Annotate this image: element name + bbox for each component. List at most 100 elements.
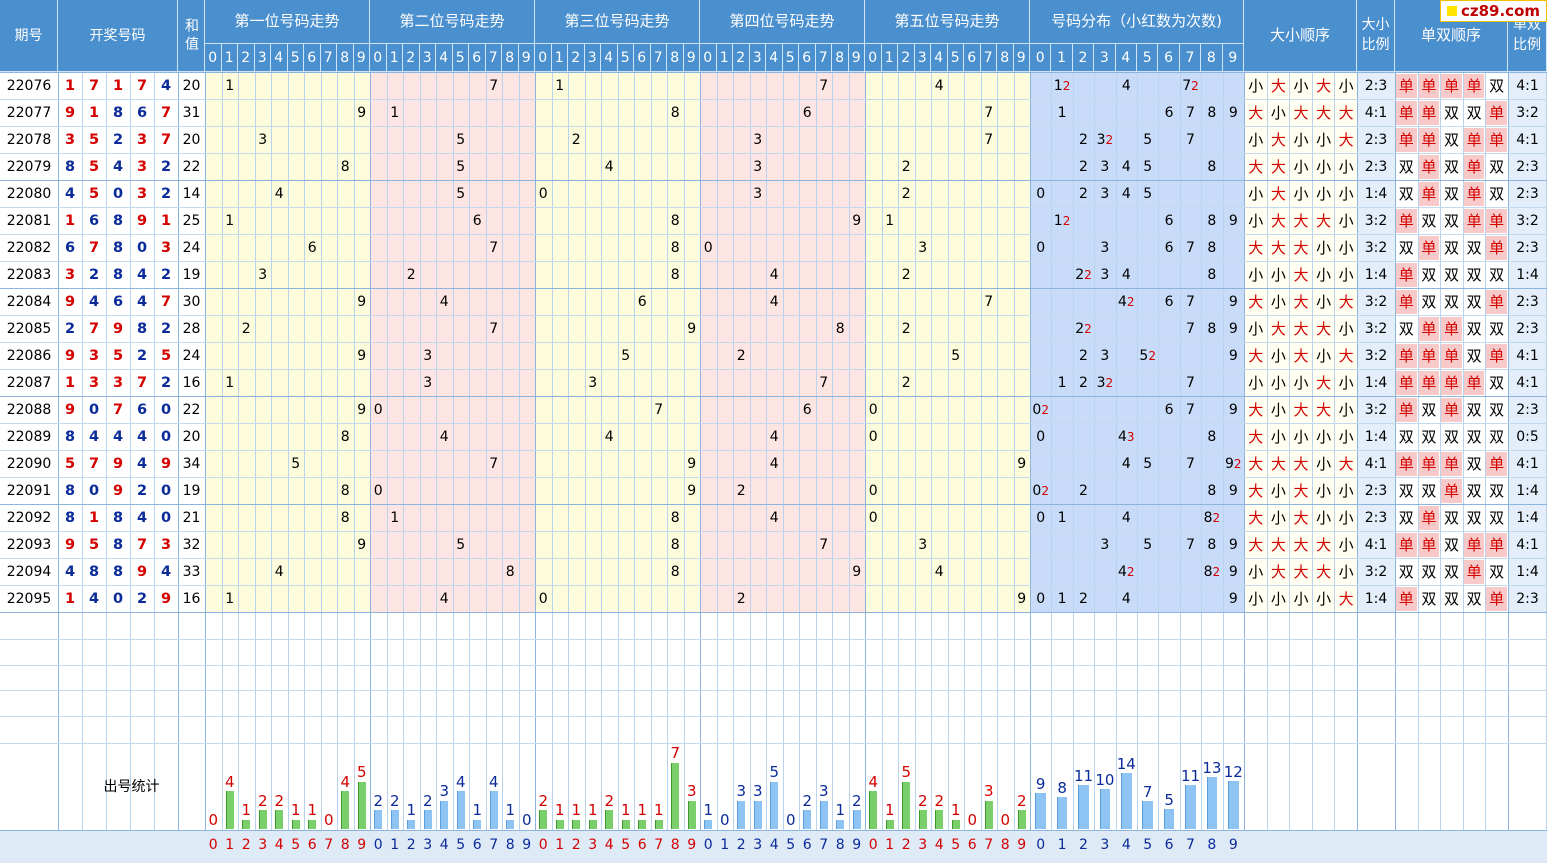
stat-count: 2 xyxy=(274,793,285,809)
distribution-value: 3 xyxy=(1096,132,1106,148)
header-digit: 6 xyxy=(304,44,321,72)
repeat-count: 2 xyxy=(1105,376,1114,390)
stat-bar xyxy=(1120,773,1132,829)
distribution-value: 4 xyxy=(1121,159,1131,175)
position-trend-digit: 7 xyxy=(984,105,994,121)
draw-digit: 8 xyxy=(112,563,124,580)
odd-even-cell: 单 xyxy=(1463,209,1485,233)
position-trend-digit: 0 xyxy=(868,402,878,418)
big-small-cell: 小 xyxy=(1316,292,1332,311)
big-small-ratio: 4:1 xyxy=(1364,456,1388,472)
position-trend-digit: 9 xyxy=(357,537,367,553)
stat-bar xyxy=(374,810,383,829)
distribution-digit: 7 xyxy=(1180,235,1201,261)
draw-digit: 7 xyxy=(88,77,100,94)
issue-number: 22079 xyxy=(6,159,52,175)
stat-count: 1 xyxy=(835,802,846,819)
header-digit: 1 xyxy=(881,44,898,72)
draw-digit: 3 xyxy=(64,266,76,283)
big-small-cell: 小 xyxy=(1316,427,1332,446)
big-small-cell: 小 xyxy=(1316,454,1332,473)
footer-digit: 0 xyxy=(703,837,713,853)
vline xyxy=(436,72,437,830)
stat-count: 2 xyxy=(422,793,433,809)
odd-even-cell: 单 xyxy=(1486,587,1507,611)
big-small-cell: 小 xyxy=(1293,157,1309,176)
stat-count: 1 xyxy=(554,802,565,819)
stat-count: 1 xyxy=(241,802,252,819)
position-trend-digit: 4 xyxy=(934,78,944,94)
stat-bar xyxy=(308,819,317,829)
header-digit: 5 xyxy=(947,44,964,72)
draw-digit: 9 xyxy=(136,563,148,580)
position-trend-digit: 4 xyxy=(274,564,284,580)
big-small-cell: 大 xyxy=(1293,535,1309,554)
position-trend-digit: 2 xyxy=(901,267,911,283)
stat-count: 3 xyxy=(818,783,829,800)
stat-bar xyxy=(407,819,416,829)
draw-digit: 9 xyxy=(64,536,76,553)
odd-even-cell: 单 xyxy=(1418,452,1440,476)
sum-value: 24 xyxy=(182,348,201,364)
big-small-ratio: 1:4 xyxy=(1364,186,1388,202)
big-small-cell: 大 xyxy=(1316,319,1332,338)
vline xyxy=(601,72,602,830)
stat-count: 4 xyxy=(340,774,351,790)
big-small-ratio: 2:3 xyxy=(1364,510,1388,526)
distribution-value: 7 xyxy=(1186,132,1195,148)
draw-digit: 0 xyxy=(136,239,148,256)
distribution-value: 8 xyxy=(1207,483,1217,499)
distribution-value: 9 xyxy=(1228,213,1238,229)
distribution-digit: 7 xyxy=(1180,100,1201,126)
header-position-3: 第三位号码走势 xyxy=(535,0,700,44)
draw-digit: 9 xyxy=(64,401,76,418)
site-watermark[interactable]: cz89.com xyxy=(1440,0,1547,22)
issue-number: 22078 xyxy=(6,132,52,148)
vline xyxy=(1334,72,1335,830)
stat-count: 2 xyxy=(604,793,615,809)
stat-count: 3 xyxy=(736,783,747,800)
footer-digit: 7 xyxy=(984,837,994,853)
distribution-digit: 9 xyxy=(1223,208,1244,234)
draw-digit: 4 xyxy=(112,158,124,175)
stat-bar xyxy=(473,819,482,829)
issue-number: 22093 xyxy=(6,537,52,553)
stat-count: 4 xyxy=(455,774,466,790)
big-small-cell: 小 xyxy=(1293,184,1309,203)
draw-digit: 8 xyxy=(112,509,124,526)
distribution-digit: 8 xyxy=(1201,100,1222,126)
footer-band xyxy=(0,830,1547,863)
draw-digit: 7 xyxy=(136,536,148,553)
distribution-digit: 2 xyxy=(1073,478,1094,504)
odd-even-ratio: 1:4 xyxy=(1516,510,1539,526)
big-small-cell: 小 xyxy=(1338,319,1354,338)
position-trend-digit: 4 xyxy=(934,564,944,580)
position-trend-digit: 3 xyxy=(753,132,763,148)
stat-count: 2 xyxy=(373,793,384,809)
draw-digit: 4 xyxy=(160,563,172,580)
big-small-cell: 大 xyxy=(1338,346,1354,365)
odd-even-cell: 单 xyxy=(1486,344,1507,368)
header-digit: 5 xyxy=(1137,44,1159,72)
big-small-cell: 小 xyxy=(1316,157,1332,176)
odd-even-cell: 双 xyxy=(1463,398,1485,422)
stat-bar xyxy=(836,819,845,829)
distribution-digit: 7 xyxy=(1180,289,1201,315)
vline xyxy=(519,72,520,830)
header-digit: 5 xyxy=(287,44,304,72)
hline xyxy=(0,261,1547,262)
draw-digit: 3 xyxy=(88,374,100,391)
draw-digit: 5 xyxy=(88,158,100,175)
position-trend-digit: 1 xyxy=(225,78,235,94)
stat-bar xyxy=(687,800,696,829)
position-trend-digit: 1 xyxy=(555,78,565,94)
header-digit: 2 xyxy=(403,44,420,72)
distribution-value: 0 xyxy=(1036,510,1046,526)
repeat-count: 2 xyxy=(1105,133,1114,147)
stat-bar xyxy=(638,819,647,829)
hline xyxy=(0,830,1547,831)
odd-even-cell: 双 xyxy=(1396,425,1417,449)
big-small-ratio: 3:2 xyxy=(1364,564,1388,580)
distribution-value: 8 xyxy=(1203,564,1213,580)
